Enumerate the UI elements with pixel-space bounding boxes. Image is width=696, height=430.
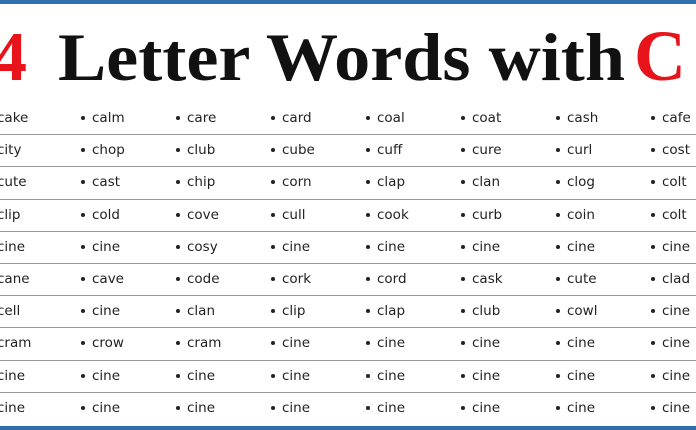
word: coat xyxy=(460,110,502,126)
word: cine xyxy=(650,335,691,352)
word: cull xyxy=(270,206,306,223)
word: cine xyxy=(460,399,501,416)
word: card xyxy=(271,110,312,126)
word: cine xyxy=(0,368,25,384)
word: clip xyxy=(0,207,21,223)
word: care xyxy=(175,110,217,126)
word: cine xyxy=(555,367,596,384)
word: cosy xyxy=(176,238,218,255)
row-divider xyxy=(0,391,696,393)
word: cave xyxy=(81,271,124,287)
word: cine xyxy=(80,303,121,320)
word: cake xyxy=(0,110,28,126)
word: cold xyxy=(80,206,121,223)
row-divider xyxy=(0,230,696,232)
word: cram xyxy=(175,335,222,352)
word: cine xyxy=(270,399,311,416)
word: cine xyxy=(0,239,25,255)
word: code xyxy=(176,271,220,287)
word: cine xyxy=(650,238,691,255)
word: cine xyxy=(650,399,691,416)
word: colt xyxy=(651,174,687,191)
row-divider xyxy=(0,198,696,200)
row-divider xyxy=(0,134,696,136)
word: cast xyxy=(80,174,121,191)
word: cine xyxy=(460,335,501,352)
word: cine xyxy=(555,335,596,352)
word: cube xyxy=(271,142,315,159)
word: colt xyxy=(651,206,687,223)
word: cine xyxy=(650,367,691,384)
word: cine xyxy=(175,399,216,416)
word: cute xyxy=(556,271,597,287)
title-number: 4 xyxy=(0,19,27,96)
word: corn xyxy=(271,174,312,191)
row-divider xyxy=(0,359,696,361)
word: cane xyxy=(0,271,30,287)
word: cure xyxy=(461,142,502,159)
word: coal xyxy=(366,110,405,126)
word: cine xyxy=(270,335,311,352)
word: cine xyxy=(80,399,121,416)
title-text: Letter Words with xyxy=(58,19,625,95)
word: clan xyxy=(460,174,501,191)
word: cine xyxy=(460,238,501,255)
word: cowl xyxy=(555,303,598,320)
word: cine xyxy=(555,399,596,416)
row-divider xyxy=(0,166,696,168)
top-border xyxy=(0,0,696,4)
word: clap xyxy=(365,174,406,191)
word: cask xyxy=(461,271,503,287)
title: 4 Letter Words with C xyxy=(0,16,686,96)
word: cine xyxy=(460,367,501,384)
word: clan xyxy=(175,303,216,320)
word: cine xyxy=(365,367,406,384)
row-divider xyxy=(0,263,696,264)
word: clad xyxy=(650,271,691,287)
word: cine xyxy=(365,335,406,352)
word: cell xyxy=(0,303,20,319)
word: cord xyxy=(366,271,407,287)
word: calm xyxy=(81,110,125,126)
word: cork xyxy=(270,271,312,287)
word: cine xyxy=(80,367,121,384)
word: club xyxy=(175,142,216,159)
word: cash xyxy=(555,110,599,126)
row-divider xyxy=(0,295,696,297)
word: cook xyxy=(366,206,409,223)
word: cine xyxy=(555,238,596,255)
word: cine xyxy=(365,238,406,255)
word: cine xyxy=(80,238,121,255)
word: city xyxy=(0,142,21,158)
word: clog xyxy=(555,174,596,191)
word: coin xyxy=(556,206,595,223)
word: curb xyxy=(460,206,503,223)
word: cine xyxy=(0,400,25,416)
title-letter: C xyxy=(634,16,686,96)
word: cute xyxy=(0,174,27,190)
word: crow xyxy=(81,335,124,352)
word: cine xyxy=(270,238,311,255)
word: cuff xyxy=(365,142,403,159)
word: cafe xyxy=(651,110,691,126)
word: cine xyxy=(270,367,311,384)
word: chip xyxy=(175,174,216,191)
word: cine xyxy=(175,367,216,384)
word: curl xyxy=(555,142,593,159)
row-divider xyxy=(0,327,696,329)
word: cine xyxy=(650,303,691,320)
word: cove xyxy=(176,206,219,223)
word: cine xyxy=(365,399,406,416)
word: cram xyxy=(0,335,31,351)
word: cost xyxy=(650,142,691,159)
word: club xyxy=(460,303,501,320)
word: chop xyxy=(81,142,125,159)
word: clap xyxy=(365,303,406,320)
word: clip xyxy=(271,303,306,320)
bottom-border xyxy=(0,426,696,430)
